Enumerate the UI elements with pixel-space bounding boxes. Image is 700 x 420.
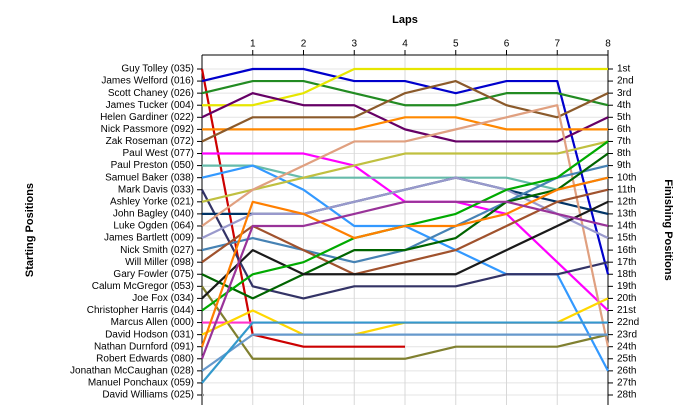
series-label: Robert Edwards (080) [96,353,194,364]
series-label: John Bagley (040) [113,209,194,220]
series-line [201,152,609,300]
series-label: Will Miller (098) [125,257,194,268]
series-label: James Bartlett (009) [104,233,194,244]
series-line [202,67,608,107]
series-line [200,200,609,360]
y2-tick-label: 27th [617,378,636,389]
series-label: Guy Tolley (035) [121,64,194,75]
series-label: Marcus Allen (000) [111,317,194,328]
series-label: Nick Passmore (092) [101,124,194,135]
series-label: Samuel Baker (038) [105,172,194,183]
series-label: Christopher Harris (044) [87,305,194,316]
series-label: James Welford (016) [101,76,194,87]
y2-tick-label: 8th [617,148,631,159]
y2-tick-label: 9th [617,160,631,171]
y2-tick-label: 16th [617,245,636,256]
series-label: Nick Smith (027) [120,245,194,256]
x-tick-label: 4 [402,39,408,50]
x-tick-label: 2 [301,39,307,50]
series-label: James Tucker (004) [106,100,194,111]
y2-tick-label: 10th [617,172,636,183]
y2-tick-label: 7th [617,136,631,147]
y2-tick-label: 28th [617,390,636,401]
y2-tick-label: 4th [617,100,631,111]
y2-tick-label: 3rd [617,88,631,99]
series-line [201,176,609,240]
y2-tick-label: 21st [617,305,636,316]
series-label: Manuel Ponchaux (059) [88,378,194,389]
y2-tick-label: 6th [617,124,631,135]
y2-tick-label: 17th [617,257,636,268]
series-line [202,116,608,131]
y2-tick-label: 14th [617,221,636,232]
series-line [201,333,608,372]
y2-tick-label: 23rd [617,329,637,340]
series-line [201,140,609,203]
series-line [201,104,610,347]
x-tick-label: 8 [605,39,611,50]
x-tick-label: 6 [504,39,510,50]
y2-tick-label: 1st [617,64,631,75]
y2-tick-label: 18th [617,269,636,280]
x-tick-label: 3 [351,39,357,50]
y2-tick-label: 19th [617,281,636,292]
series-label: Joe Fox (034) [132,293,194,304]
y2-tick-label: 13th [617,209,636,220]
series-line [201,285,609,360]
y2-axis-title: Finishing Positions [662,179,674,280]
series-line [201,200,609,300]
y2-tick-label: 20th [617,293,636,304]
x-tick-label: 7 [554,39,560,50]
series-label: Paul West (077) [122,148,194,159]
series-line [200,176,609,348]
x-axis-title: Laps [392,14,418,26]
y2-tick-label: 2nd [617,76,634,87]
series-label: Luke Ogden (064) [113,221,194,232]
series-label: Mark Davis (033) [118,184,194,195]
series-label: Ashley Yorke (021) [110,196,194,207]
series-label: Zak Roseman (072) [106,136,194,147]
y2-tick-label: 11th [617,184,636,195]
y2-tick-label: 22nd [617,317,639,328]
series-line [201,79,609,107]
y2-tick-label: 26th [617,365,636,376]
series-label: Paul Preston (050) [111,160,194,171]
series-label: Nathan Durnford (091) [94,341,194,352]
series-label: David Hodson (031) [105,329,194,340]
x-tick-label: 1 [250,39,256,50]
series-label: Calum McGregor (053) [92,281,194,292]
y2-tick-label: 24th [617,341,636,352]
series-line [201,67,610,275]
series-label: Helen Gardiner (022) [100,112,194,123]
series-label: Jonathan McCaughan (028) [70,365,194,376]
series-line [201,321,608,384]
y2-tick-label: 12th [617,196,636,207]
y2-tick-label: 5th [617,112,631,123]
series-line [201,79,609,143]
series-label: Gary Fowler (075) [113,269,194,280]
x-tick-label: 5 [453,39,459,50]
series-line [201,92,609,143]
series-label: David Williams (025) [102,390,194,401]
y-axis-title: Starting Positions [24,183,36,277]
y2-tick-label: 25th [617,353,636,364]
series-label: Scott Chaney (026) [108,88,194,99]
series-line [200,68,405,348]
y2-tick-label: 15th [617,233,636,244]
